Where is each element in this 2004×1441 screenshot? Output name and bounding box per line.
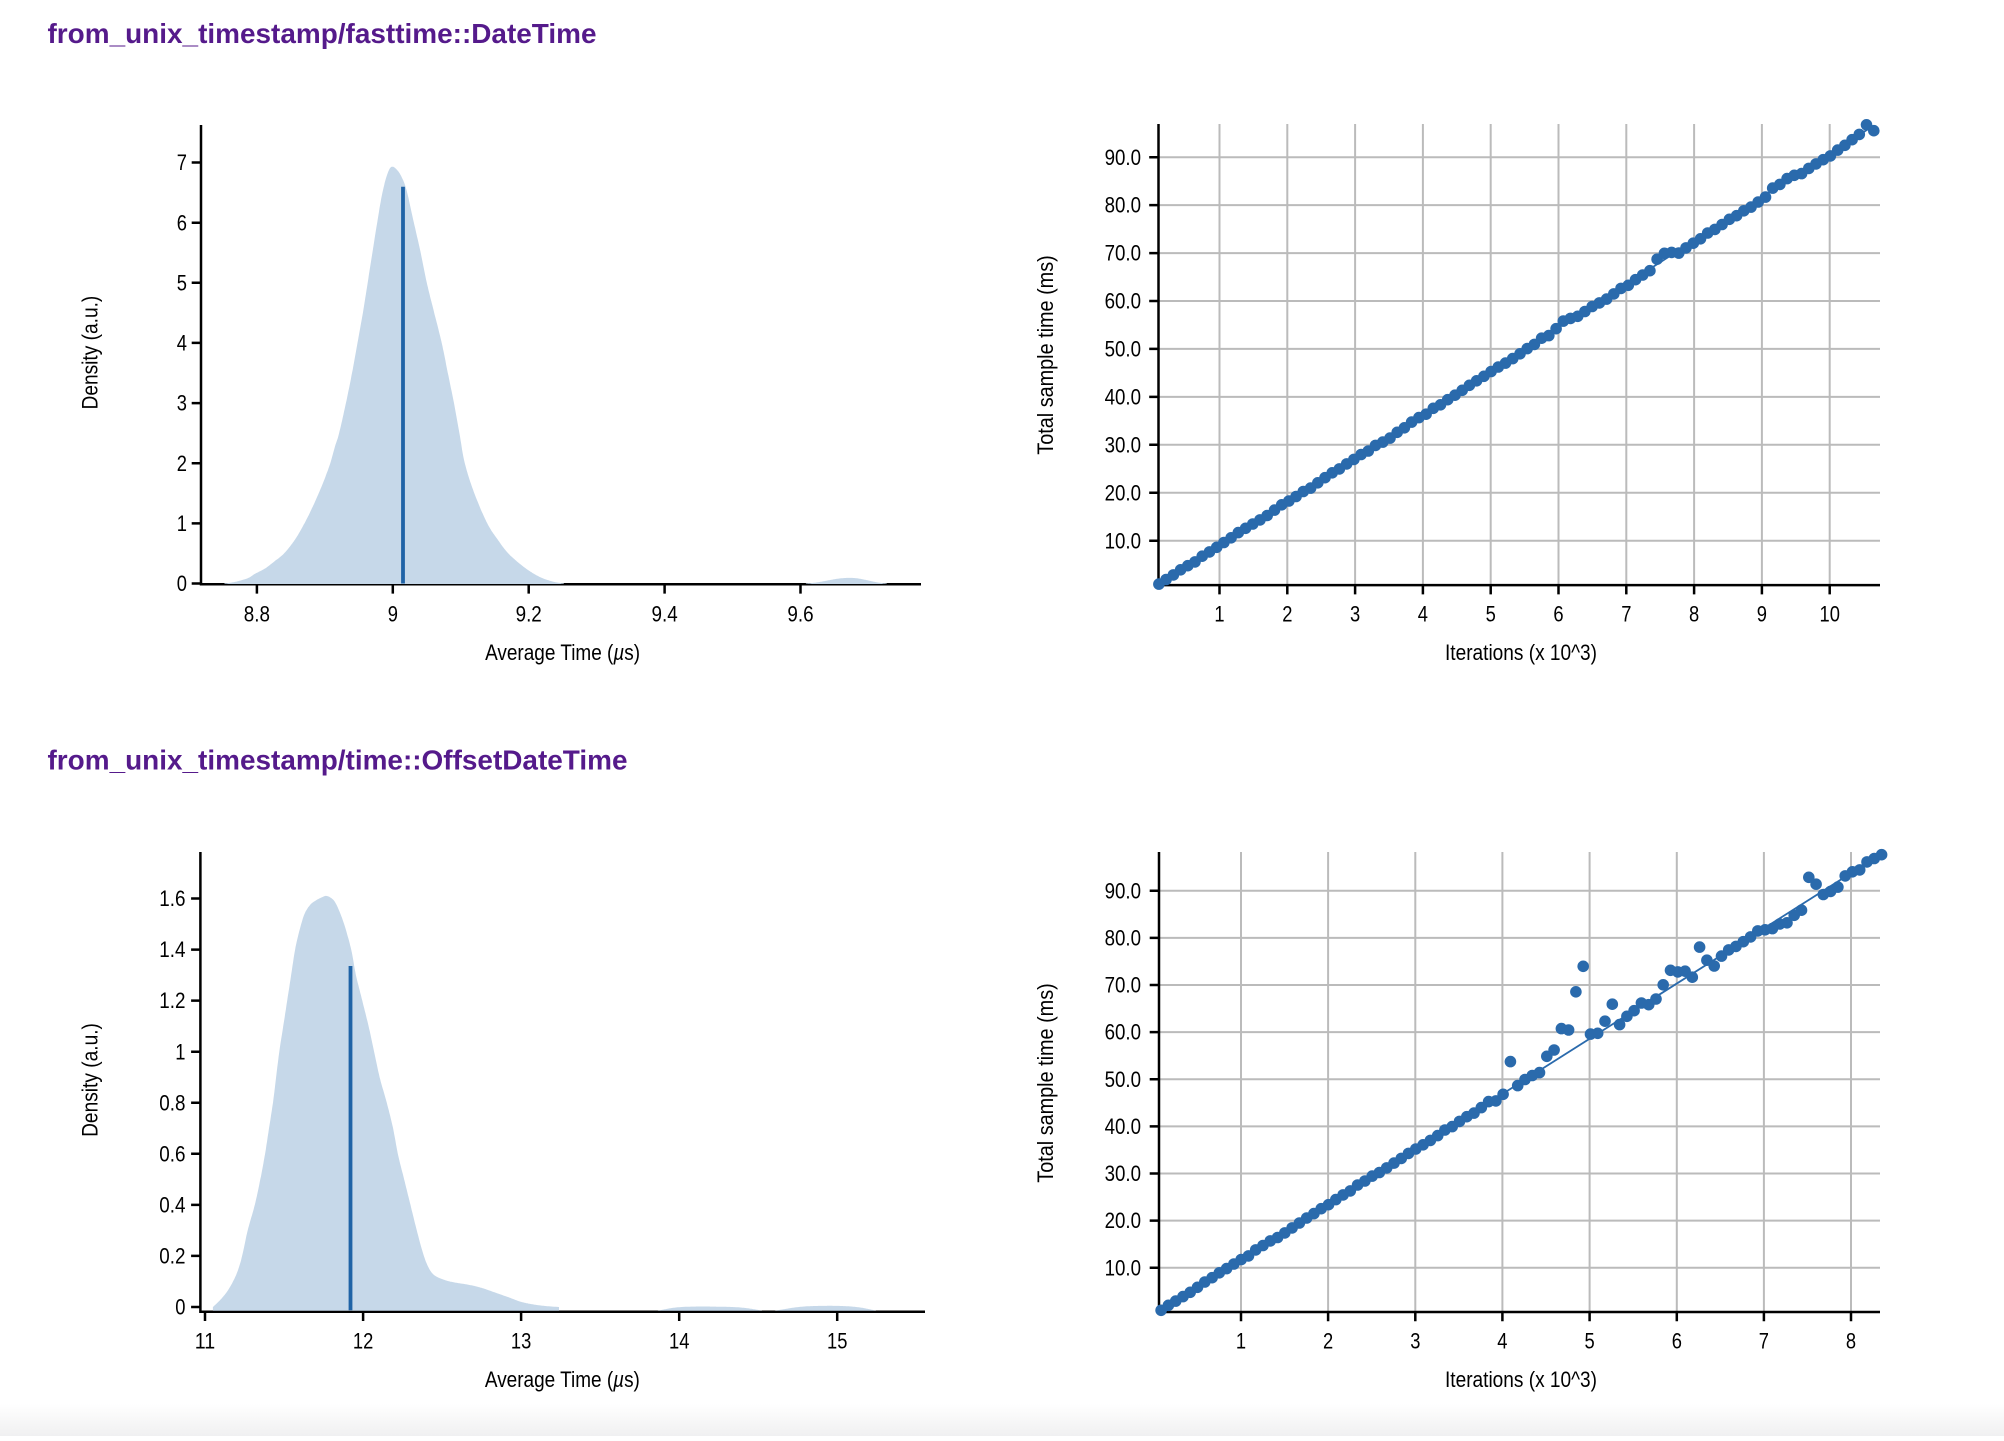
svg-text:60.0: 60.0 (1105, 289, 1141, 314)
svg-text:40.0: 40.0 (1105, 385, 1141, 410)
svg-text:3: 3 (1410, 1328, 1420, 1353)
svg-text:2: 2 (177, 451, 187, 476)
svg-text:10: 10 (1820, 601, 1840, 626)
svg-text:1.6: 1.6 (159, 886, 185, 911)
svg-text:7: 7 (177, 150, 187, 175)
svg-text:1: 1 (1214, 601, 1224, 626)
svg-text:Average Time (µs): Average Time (µs) (485, 640, 640, 665)
svg-text:20.0: 20.0 (1105, 1208, 1141, 1233)
svg-text:Iterations (x 10^3): Iterations (x 10^3) (1445, 640, 1597, 665)
svg-text:80.0: 80.0 (1105, 193, 1141, 218)
svg-text:1: 1 (1236, 1328, 1246, 1353)
svg-text:8.8: 8.8 (244, 602, 270, 627)
svg-text:0.4: 0.4 (159, 1193, 185, 1218)
svg-text:6: 6 (1553, 601, 1563, 626)
svg-text:80.0: 80.0 (1105, 926, 1141, 951)
svg-text:5: 5 (177, 270, 187, 295)
svg-text:14: 14 (669, 1329, 689, 1354)
svg-text:0.8: 0.8 (159, 1090, 185, 1115)
svg-text:0: 0 (177, 571, 187, 596)
svg-text:90.0: 90.0 (1105, 145, 1141, 170)
svg-text:40.0: 40.0 (1105, 1114, 1141, 1139)
svg-text:9.2: 9.2 (516, 602, 542, 627)
svg-text:from_unix_timestamp/time::Offs: from_unix_timestamp/time::OffsetDateTime (48, 745, 628, 776)
svg-text:9: 9 (1757, 601, 1767, 626)
svg-text:12: 12 (353, 1329, 373, 1354)
svg-text:7: 7 (1621, 601, 1631, 626)
svg-text:0.2: 0.2 (159, 1244, 185, 1269)
svg-text:70.0: 70.0 (1105, 241, 1141, 266)
svg-text:1: 1 (175, 1039, 185, 1064)
svg-text:Total sample time (ms): Total sample time (ms) (1033, 255, 1058, 454)
svg-text:11: 11 (195, 1329, 215, 1354)
svg-text:10.0: 10.0 (1105, 528, 1141, 553)
svg-text:Average Time (µs): Average Time (µs) (485, 1367, 640, 1392)
svg-text:20.0: 20.0 (1105, 480, 1141, 505)
svg-text:6: 6 (1672, 1328, 1682, 1353)
svg-text:8: 8 (1846, 1328, 1856, 1353)
svg-text:0.6: 0.6 (159, 1141, 185, 1166)
svg-text:1.4: 1.4 (159, 937, 185, 962)
svg-text:70.0: 70.0 (1105, 973, 1141, 998)
svg-text:13: 13 (511, 1329, 531, 1354)
svg-text:6: 6 (177, 210, 187, 235)
svg-text:2: 2 (1323, 1328, 1333, 1353)
svg-text:1.2: 1.2 (159, 988, 185, 1013)
svg-text:4: 4 (1418, 601, 1428, 626)
svg-text:4: 4 (177, 331, 187, 356)
svg-text:7: 7 (1759, 1328, 1769, 1353)
svg-text:50.0: 50.0 (1105, 1067, 1141, 1092)
svg-text:2: 2 (1282, 601, 1292, 626)
svg-text:Density (a.u.): Density (a.u.) (77, 1023, 102, 1137)
svg-text:1: 1 (177, 511, 187, 536)
svg-text:9.4: 9.4 (652, 602, 678, 627)
svg-text:60.0: 60.0 (1105, 1020, 1141, 1045)
svg-text:9.6: 9.6 (787, 602, 813, 627)
svg-text:3: 3 (177, 391, 187, 416)
svg-text:from_unix_timestamp/fasttime::: from_unix_timestamp/fasttime::DateTime (48, 18, 597, 49)
svg-text:9: 9 (388, 602, 398, 627)
svg-text:5: 5 (1585, 1328, 1595, 1353)
svg-text:4: 4 (1497, 1328, 1507, 1353)
svg-text:3: 3 (1350, 601, 1360, 626)
svg-text:0: 0 (175, 1295, 185, 1320)
svg-text:Density (a.u.): Density (a.u.) (77, 296, 102, 410)
svg-text:8: 8 (1689, 601, 1699, 626)
svg-text:30.0: 30.0 (1105, 432, 1141, 457)
svg-text:Total sample time (ms): Total sample time (ms) (1033, 983, 1058, 1182)
svg-text:5: 5 (1486, 601, 1496, 626)
svg-text:15: 15 (827, 1329, 847, 1354)
svg-text:10.0: 10.0 (1105, 1255, 1141, 1280)
svg-text:90.0: 90.0 (1105, 878, 1141, 903)
svg-text:30.0: 30.0 (1105, 1161, 1141, 1186)
svg-text:50.0: 50.0 (1105, 337, 1141, 362)
svg-text:Iterations (x 10^3): Iterations (x 10^3) (1445, 1367, 1597, 1392)
